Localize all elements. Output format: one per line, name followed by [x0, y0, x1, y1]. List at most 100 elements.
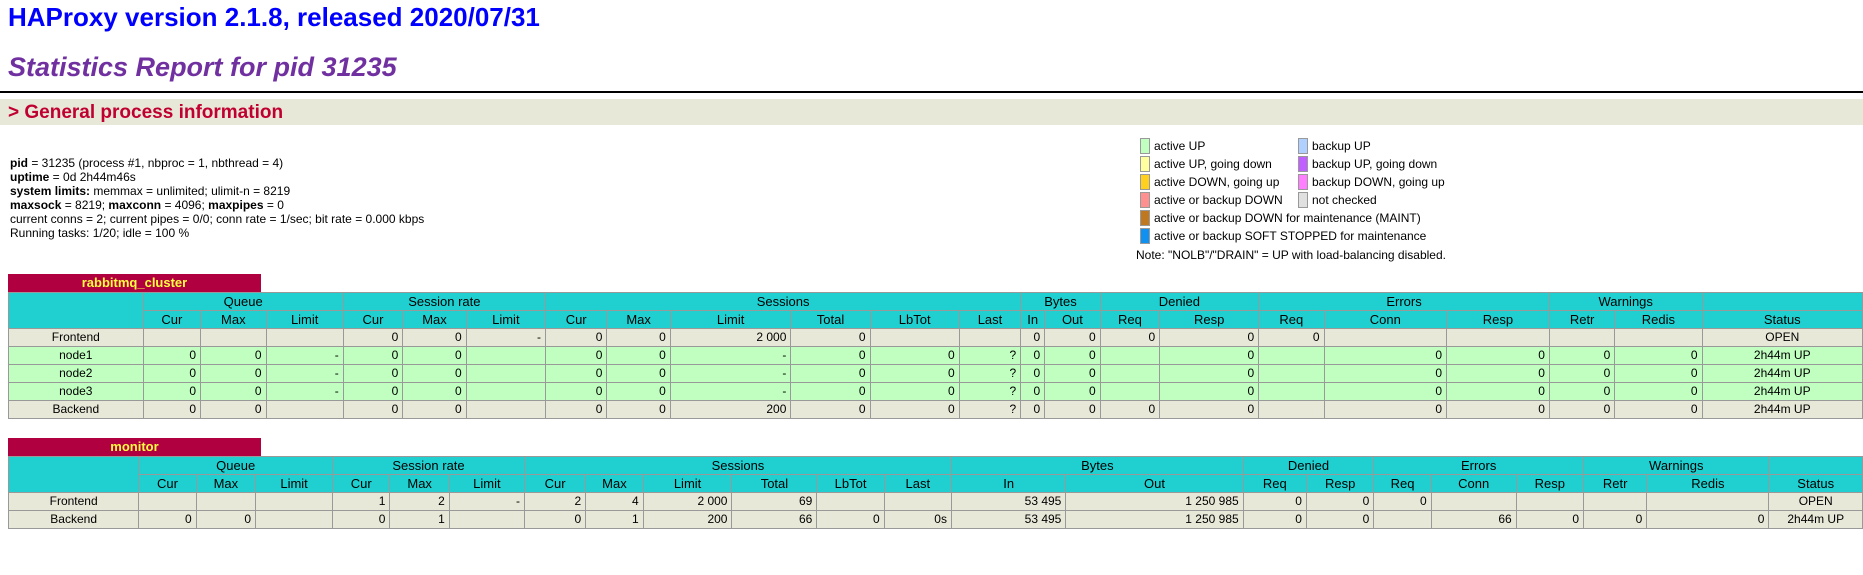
table-cell: 0 [544, 364, 608, 383]
table-cell [255, 492, 334, 511]
row-name[interactable]: Backend [8, 400, 144, 419]
column-header: Limit [669, 310, 792, 329]
group-header: Denied [1099, 292, 1260, 311]
table-cell [265, 400, 344, 419]
row-name[interactable]: Frontend [7, 492, 140, 511]
group-header: Warnings [1583, 456, 1770, 475]
column-header: Resp [1305, 474, 1375, 493]
table-cell: 0 [142, 346, 202, 365]
column-header: Retr [1583, 474, 1648, 493]
column-header: Limit [465, 310, 546, 329]
row-name[interactable]: node1 [8, 346, 144, 365]
table-cell: 0 [1020, 328, 1046, 347]
corner-header [8, 292, 144, 329]
status-cell: 2h44m UP [1768, 510, 1863, 529]
info-uptime: uptime = 0d 2h44m46s [10, 170, 136, 184]
table-cell: 0 [195, 510, 257, 529]
column-header: Cur [138, 474, 197, 493]
table-cell: 0 [402, 346, 467, 365]
table-cell: 0 [1646, 510, 1770, 529]
table-cell: 0 [606, 328, 671, 347]
table-cell: 1 [389, 510, 450, 529]
column-header: Req [1099, 310, 1161, 329]
table-cell: ? [958, 364, 1022, 383]
table-cell: 0 [1305, 510, 1375, 529]
table-cell: ? [958, 346, 1022, 365]
row-name[interactable]: Frontend [8, 328, 144, 347]
group-header: Errors [1373, 456, 1585, 475]
column-header: Cur [342, 310, 404, 329]
process-info: pid = 31235 (process #1, nbproc = 1, nbt… [10, 156, 424, 240]
table-cell: 1 [585, 510, 644, 529]
legend-swatch [1298, 174, 1308, 190]
legend-swatch [1298, 138, 1308, 154]
table-cell: 0 [869, 364, 960, 383]
table-cell: 0 [342, 382, 404, 401]
table-cell: 0 [790, 346, 871, 365]
group-header: Denied [1242, 456, 1375, 475]
column-header: Max [585, 474, 644, 493]
table-cell: 0 [200, 346, 267, 365]
table-cell: 200 [642, 510, 733, 529]
table-cell: 0 [869, 400, 960, 419]
table-cell: 0 [1305, 492, 1375, 511]
column-header: Resp [1159, 310, 1260, 329]
table-cell: 0 [1446, 346, 1550, 365]
table-cell: 0 [1044, 382, 1101, 401]
group-header: Session rate [342, 292, 546, 311]
table-cell: 0 [1614, 346, 1703, 365]
table-cell [1099, 346, 1161, 365]
table-cell: 53 495 [950, 492, 1067, 511]
table-cell: 53 495 [950, 510, 1067, 529]
table-cell [465, 346, 546, 365]
table-cell: 0 [142, 382, 202, 401]
table-cell: 0 [1159, 382, 1260, 401]
column-header: Last [958, 310, 1022, 329]
table-cell [1646, 492, 1770, 511]
column-header: Resp [1446, 310, 1550, 329]
legend-label: not checked [1312, 193, 1377, 207]
column-header: Status [1768, 474, 1863, 493]
proxy-title-rabbitmq[interactable]: rabbitmq_cluster [8, 274, 261, 292]
table-cell: - [465, 328, 546, 347]
status-cell: OPEN [1768, 492, 1863, 511]
column-header: LbTot [869, 310, 960, 329]
column-header: Req [1258, 310, 1325, 329]
group-header: Session rate [332, 456, 525, 475]
page-title: HAProxy version 2.1.8, released 2020/07/… [8, 2, 540, 32]
status-group-header [1768, 456, 1863, 475]
table-cell [1323, 328, 1448, 347]
info-conns: current conns = 2; current pipes = 0/0; … [10, 212, 425, 226]
table-cell: 0 [606, 364, 671, 383]
legend-swatch [1140, 156, 1150, 172]
table-cell: 0 [606, 346, 671, 365]
row-name[interactable]: node2 [8, 364, 144, 383]
column-header: Req [1373, 474, 1432, 493]
table-cell [448, 510, 525, 529]
table-cell [1614, 328, 1703, 347]
column-header: Last [883, 474, 952, 493]
legend-swatch [1140, 210, 1150, 226]
general-info-header[interactable]: > General process information [0, 99, 1863, 125]
table-cell: 0 [1044, 364, 1101, 383]
table-cell: 0 [1044, 346, 1101, 365]
table-cell: 2 000 [642, 492, 733, 511]
row-name[interactable]: Backend [7, 510, 140, 529]
table-cell: 4 [585, 492, 644, 511]
row-name[interactable]: node3 [8, 382, 144, 401]
column-header: Out [1065, 474, 1244, 493]
table-cell: ? [958, 382, 1022, 401]
table-cell: 0 [1614, 400, 1703, 419]
corner-header [7, 456, 140, 493]
info-tasks: Running tasks: 1/20; idle = 100 % [10, 226, 190, 240]
column-header: Out [1044, 310, 1101, 329]
table-cell: 0 [1446, 382, 1550, 401]
table-cell: - [669, 346, 792, 365]
table-cell: 0 [544, 346, 608, 365]
group-header: Sessions [523, 456, 952, 475]
column-header: In [1020, 310, 1046, 329]
table-cell: 0 [606, 382, 671, 401]
table-cell [958, 328, 1022, 347]
table-row: Backend 0 0 0 1 0 1 200 66 0 0s 53 495 1 250 985 0 0 66… [7, 510, 1863, 529]
proxy-title-monitor[interactable]: monitor [8, 438, 261, 456]
